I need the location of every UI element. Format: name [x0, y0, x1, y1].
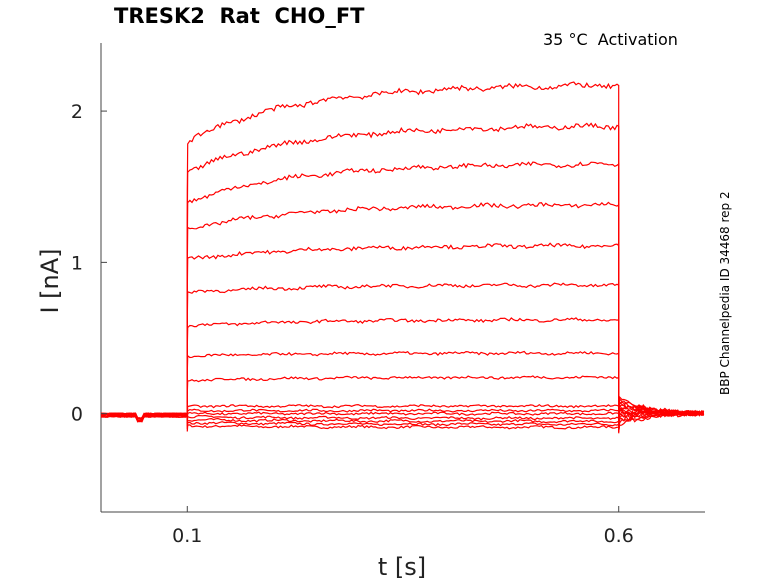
- current-trace: [100, 317, 705, 420]
- y-axis-label: I [nA]: [36, 248, 64, 313]
- current-trace: [100, 161, 705, 420]
- current-trace: [100, 375, 704, 422]
- current-trace: [100, 122, 704, 420]
- current-trace: [100, 408, 705, 428]
- current-trace: [100, 410, 704, 425]
- current-trace: [100, 410, 705, 426]
- current-trace: [100, 403, 704, 421]
- y-tick-label: 1: [71, 252, 83, 274]
- current-trace: [100, 81, 705, 420]
- current-trace: [100, 411, 704, 434]
- current-trace: [100, 350, 705, 423]
- traces: [100, 81, 705, 434]
- axes: [100, 43, 705, 513]
- chart-title: TRESK2 Rat CHO_FT: [114, 4, 365, 28]
- current-trace: [100, 282, 705, 420]
- x-tick-label: 0.1: [172, 525, 202, 547]
- current-trace: [100, 411, 704, 432]
- x-axis-label: t [s]: [378, 553, 426, 581]
- current-trace: [100, 201, 704, 420]
- chart-subtitle: 35 °C Activation: [543, 30, 678, 49]
- current-trace: [100, 242, 704, 420]
- x-tick-label: 0.6: [604, 525, 634, 547]
- current-trace: [100, 411, 704, 432]
- side-note: BBP Channelpedia ID 34468 rep 2: [718, 191, 732, 395]
- y-tick-label: 2: [71, 101, 83, 123]
- tick-labels: 0 1 2 0.1 0.6: [71, 101, 634, 547]
- y-tick-label: 0: [71, 404, 83, 426]
